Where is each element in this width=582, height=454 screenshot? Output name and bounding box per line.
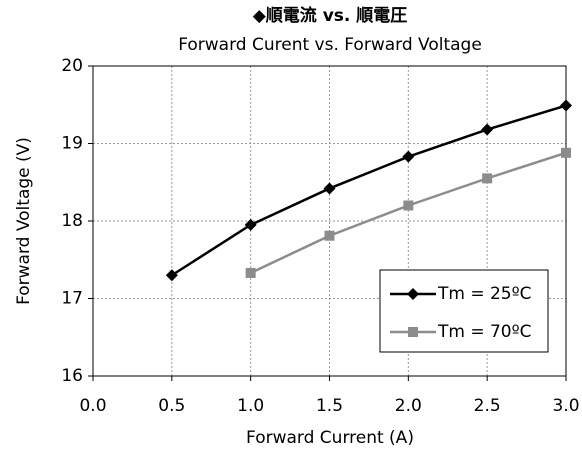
marker [165,269,178,282]
y-tick-label: 16 [61,366,83,386]
y-tick-label: 18 [61,211,83,231]
x-tick-label: 0.0 [79,396,106,416]
x-tick-label: 0.5 [158,396,185,416]
marker [560,99,572,112]
x-tick-label: 1.0 [237,396,264,416]
y-tick-label: 17 [61,289,83,309]
legend-box [379,269,549,353]
plot-frame [92,65,567,377]
marker [482,173,493,184]
legend-label: Tm = 25ºC [437,284,532,304]
legend-marker [408,327,418,337]
marker [323,182,336,195]
legend-label: Tm = 70ºC [437,322,532,342]
legend-marker [407,288,419,300]
x-tick-label: 1.5 [316,396,343,416]
y-axis-label: Forward Voltage (V) [14,137,34,305]
x-tick-label: 2.5 [474,396,501,416]
marker [403,200,414,211]
marker [244,218,257,231]
series-line [171,104,567,277]
marker [561,147,571,158]
marker [245,267,256,278]
marker [481,123,494,136]
chart-subtitle: Forward Curent vs. Forward Voltage [178,35,482,55]
marker [402,150,415,163]
y-tick-label: 20 [61,56,83,76]
x-tick-label: 2.0 [395,396,422,416]
x-axis-label: Forward Current (A) [246,428,414,448]
x-tick-label: 3.0 [552,396,579,416]
chart-title: ◆順電流 vs. 順電圧 [253,5,408,26]
marker [324,230,335,241]
y-tick-label: 19 [61,134,83,154]
